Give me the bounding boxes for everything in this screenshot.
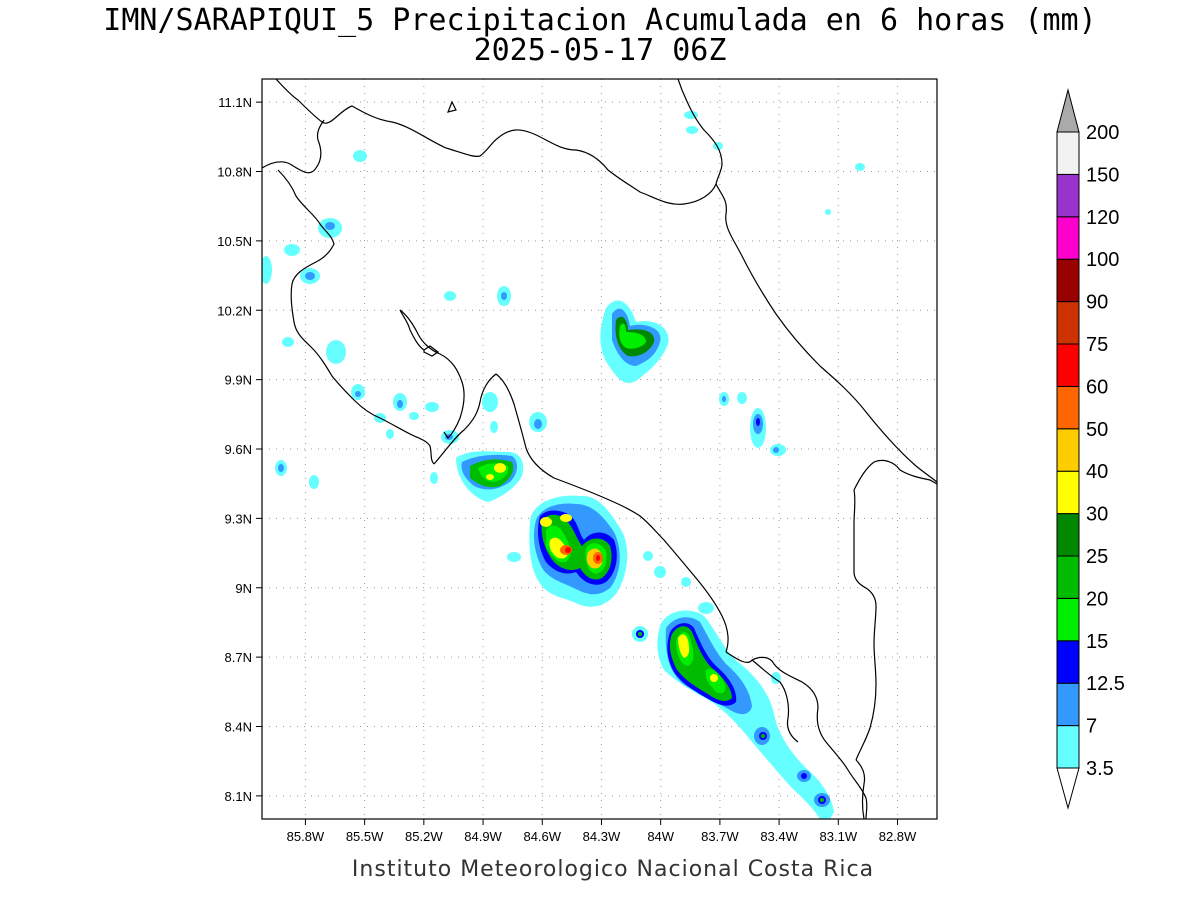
x-tick-label: 83.1W: [820, 829, 858, 844]
colorbar-overflow-arrow: [1056, 88, 1080, 133]
rain-cell-nicoya-gulf: [456, 451, 524, 502]
x-tick-label: 85.8W: [287, 829, 325, 844]
colorbar-label: 120: [1086, 207, 1119, 229]
precipitation-field: [262, 111, 865, 819]
colorbar-legend: 3.5 7 12.5 15 20 25 30 40 50 60 75 90 100 120 150 200: [1056, 88, 1125, 810]
colorbar-swatch: [1056, 343, 1080, 387]
colorbar-swatch: [1056, 555, 1080, 599]
colorbar-label: 30: [1086, 504, 1108, 526]
x-tick-label: 84.6W: [523, 829, 561, 844]
colorbar-swatch: [1056, 513, 1080, 557]
rain-cell-east: [719, 392, 786, 456]
colorbar-label: 7: [1086, 716, 1097, 738]
map-plot-area: [262, 79, 937, 819]
y-tick-label: 9.3N: [225, 511, 252, 526]
x-tick-label: 83.7W: [701, 829, 739, 844]
y-tick-label: 10.8N: [217, 165, 252, 180]
map-axes: 85.8W 85.5W 85.2W 84.9W 84.6W 84.3W 84W 83.7W 83…: [217, 95, 917, 844]
y-tick-label: 9.9N: [225, 373, 252, 388]
colorbar-swatch: [1056, 131, 1080, 175]
coastlines-and-borders: [262, 79, 937, 819]
map-title: IMN/SARAPIQUI_5 Precipitacion Acumulada …: [103, 3, 1096, 38]
y-tick-label: 11.1N: [218, 95, 252, 110]
colorbar-swatch: [1056, 301, 1080, 345]
colorbar-swatch: [1056, 173, 1080, 218]
y-tick-label: 10.5N: [217, 234, 252, 249]
y-tick-label: 9N: [235, 581, 252, 596]
y-tick-label: 8.1N: [225, 789, 252, 804]
colorbar-label: 12.5: [1086, 673, 1125, 695]
x-tick-label: 84W: [647, 829, 674, 844]
x-tick-label: 82.8W: [879, 829, 917, 844]
colorbar-label: 200: [1086, 122, 1119, 144]
colorbar-swatch: [1056, 682, 1080, 727]
colorbar-label: 15: [1086, 631, 1108, 653]
colorbar-label: 60: [1086, 376, 1108, 398]
y-tick-label: 8.4N: [225, 720, 252, 735]
y-tick-label: 10.2N: [217, 303, 252, 318]
colorbar-underflow-arrow: [1056, 767, 1080, 810]
map-subtitle-date: 2025-05-17 06Z: [474, 33, 727, 68]
colorbar-swatch: [1056, 597, 1080, 642]
colorbar-swatch: [1056, 216, 1080, 260]
colorbar-swatch: [1056, 428, 1080, 472]
footer-credit: Instituto Meteorologico Nacional Costa R…: [352, 857, 874, 882]
x-tick-label: 84.9W: [464, 829, 502, 844]
x-tick-label: 84.3W: [583, 829, 621, 844]
colorbar-label: 75: [1086, 334, 1108, 356]
colorbar-swatch: [1056, 470, 1080, 515]
colorbar-label: 150: [1086, 164, 1119, 186]
colorbar-swatch: [1056, 258, 1080, 303]
x-tick-label: 85.5W: [346, 829, 384, 844]
colorbar-label: 3.5: [1086, 758, 1114, 780]
rain-cell-northwest: [262, 111, 865, 489]
y-tick-label: 8.7N: [225, 650, 252, 665]
x-tick-label: 85.2W: [405, 829, 443, 844]
colorbar-label: 25: [1086, 546, 1108, 568]
colorbar-swatch: [1056, 385, 1080, 430]
colorbar-label: 50: [1086, 419, 1108, 441]
colorbar-label: 100: [1086, 249, 1119, 271]
x-tick-label: 83.4W: [760, 829, 798, 844]
rain-cell-south-central: [507, 495, 666, 607]
y-tick-label: 9.6N: [225, 442, 252, 457]
colorbar-label: 40: [1086, 461, 1108, 483]
colorbar-label: 20: [1086, 588, 1108, 610]
colorbar-swatch: [1056, 725, 1080, 769]
colorbar-label: 90: [1086, 292, 1108, 314]
rain-cell-central: [600, 300, 669, 384]
rain-cell-southeast-band: [632, 577, 834, 819]
colorbar-swatch: [1056, 640, 1080, 684]
